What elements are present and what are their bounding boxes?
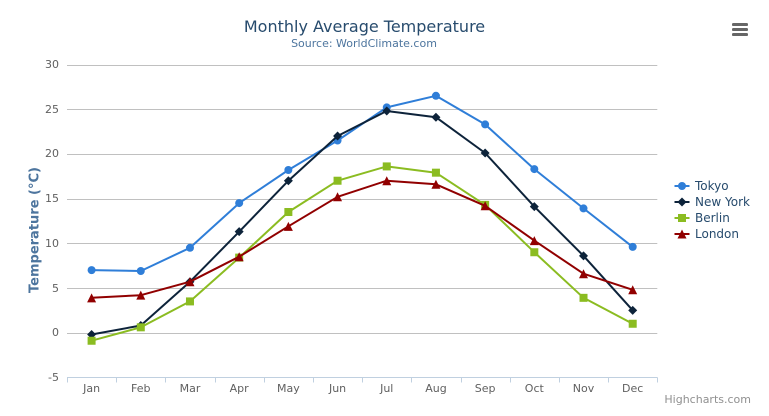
data-point-marker[interactable] <box>283 221 293 231</box>
data-point-marker[interactable] <box>136 323 145 332</box>
y-axis-label: 5 <box>52 281 59 295</box>
data-point-marker[interactable] <box>579 269 589 279</box>
data-point-marker[interactable] <box>382 106 392 116</box>
triangle-legend-icon <box>674 229 690 239</box>
x-axis-label: Sep <box>474 381 496 395</box>
data-point-marker[interactable] <box>185 297 194 306</box>
legend-label: London <box>695 226 739 241</box>
data-point-marker[interactable] <box>333 176 342 185</box>
data-point-marker[interactable] <box>382 176 392 186</box>
data-point-marker[interactable] <box>579 204 588 213</box>
x-axis-label: May <box>276 381 300 395</box>
x-axis-label: Oct <box>524 381 544 395</box>
series-tokyo <box>87 91 637 276</box>
y-axis-label: 20 <box>45 147 59 161</box>
hamburger-bar <box>731 33 748 36</box>
data-point-marker[interactable] <box>431 91 440 100</box>
data-point-marker[interactable] <box>529 236 539 246</box>
y-axis-label: 10 <box>45 236 59 250</box>
data-point-marker[interactable] <box>628 285 638 295</box>
data-point-marker[interactable] <box>235 199 244 208</box>
data-point-marker[interactable] <box>185 277 195 287</box>
series-line[interactable] <box>90 179 634 299</box>
data-point-marker[interactable] <box>382 162 391 171</box>
x-axis-label: Apr <box>229 381 249 395</box>
legend-label: New York <box>695 195 750 210</box>
series-line[interactable] <box>90 165 634 342</box>
series-new-york <box>87 106 638 339</box>
data-point-marker[interactable] <box>87 336 96 345</box>
legend-marker-symbol[interactable] <box>678 214 686 222</box>
chart-subtitle: Source: WorldClimate.com <box>291 37 437 51</box>
square-legend-icon <box>674 214 690 222</box>
data-point-marker[interactable] <box>530 165 539 174</box>
credits-link[interactable]: Highcharts.com <box>664 392 751 406</box>
data-point-marker[interactable] <box>431 168 440 177</box>
series-line[interactable] <box>90 110 634 336</box>
data-point-marker[interactable] <box>234 252 244 262</box>
data-point-marker[interactable] <box>185 243 194 252</box>
data-point-marker[interactable] <box>283 176 293 186</box>
data-point-marker[interactable] <box>136 267 145 276</box>
data-point-marker[interactable] <box>480 148 490 158</box>
data-point-marker[interactable] <box>579 293 588 302</box>
data-point-marker[interactable] <box>628 242 637 251</box>
data-point-marker[interactable] <box>333 192 343 202</box>
x-axis-label: Nov <box>572 381 595 395</box>
y-axis-label: 25 <box>45 102 59 116</box>
data-point-marker[interactable] <box>628 305 638 315</box>
x-axis-label: Dec <box>622 381 644 395</box>
x-axis-label: Aug <box>425 381 447 395</box>
data-point-marker[interactable] <box>628 319 637 328</box>
data-point-marker[interactable] <box>431 112 441 122</box>
x-axis-label: Jan <box>83 381 101 395</box>
data-point-marker[interactable] <box>284 165 293 174</box>
legend-marker-symbol[interactable] <box>677 229 687 239</box>
data-point-marker[interactable] <box>480 201 490 211</box>
data-point-marker[interactable] <box>333 131 343 141</box>
hamburger-bar <box>731 28 748 31</box>
data-point-marker[interactable] <box>136 290 146 300</box>
y-axis-label: -5 <box>48 370 59 384</box>
x-axis-label: Mar <box>179 381 201 395</box>
context-menu-button[interactable] <box>728 19 752 41</box>
hamburger-bar <box>731 23 748 26</box>
y-axis-label: 30 <box>45 58 59 71</box>
data-point-marker[interactable] <box>87 293 97 303</box>
data-point-marker[interactable] <box>284 208 293 217</box>
x-axis-label: Feb <box>131 381 151 395</box>
x-axis-label: Jun <box>328 381 347 395</box>
chart-title: Monthly Average Temperature <box>243 16 486 36</box>
data-point-marker[interactable] <box>530 248 539 257</box>
y-axis-title-text: Temperature (°C) <box>27 167 43 293</box>
data-point-marker[interactable] <box>234 227 244 237</box>
circle-legend-icon <box>674 182 690 191</box>
legend-label: Tokyo <box>695 179 729 194</box>
x-axis-label: Jul <box>380 381 394 395</box>
legend-label: Berlin <box>695 211 730 225</box>
data-point-marker[interactable] <box>431 179 441 189</box>
data-point-marker[interactable] <box>481 120 490 129</box>
y-axis-label: 0 <box>52 326 59 340</box>
y-axis-label: 15 <box>45 192 59 206</box>
data-point-marker[interactable] <box>579 251 589 261</box>
data-point-marker[interactable] <box>529 202 539 212</box>
legend-marker-symbol[interactable] <box>677 197 687 207</box>
series-london <box>87 176 638 303</box>
legend-marker-symbol[interactable] <box>678 182 686 191</box>
diamond-legend-icon <box>674 197 690 207</box>
data-point-marker[interactable] <box>87 329 97 339</box>
series-line[interactable] <box>90 94 634 272</box>
data-point-marker[interactable] <box>87 266 96 275</box>
